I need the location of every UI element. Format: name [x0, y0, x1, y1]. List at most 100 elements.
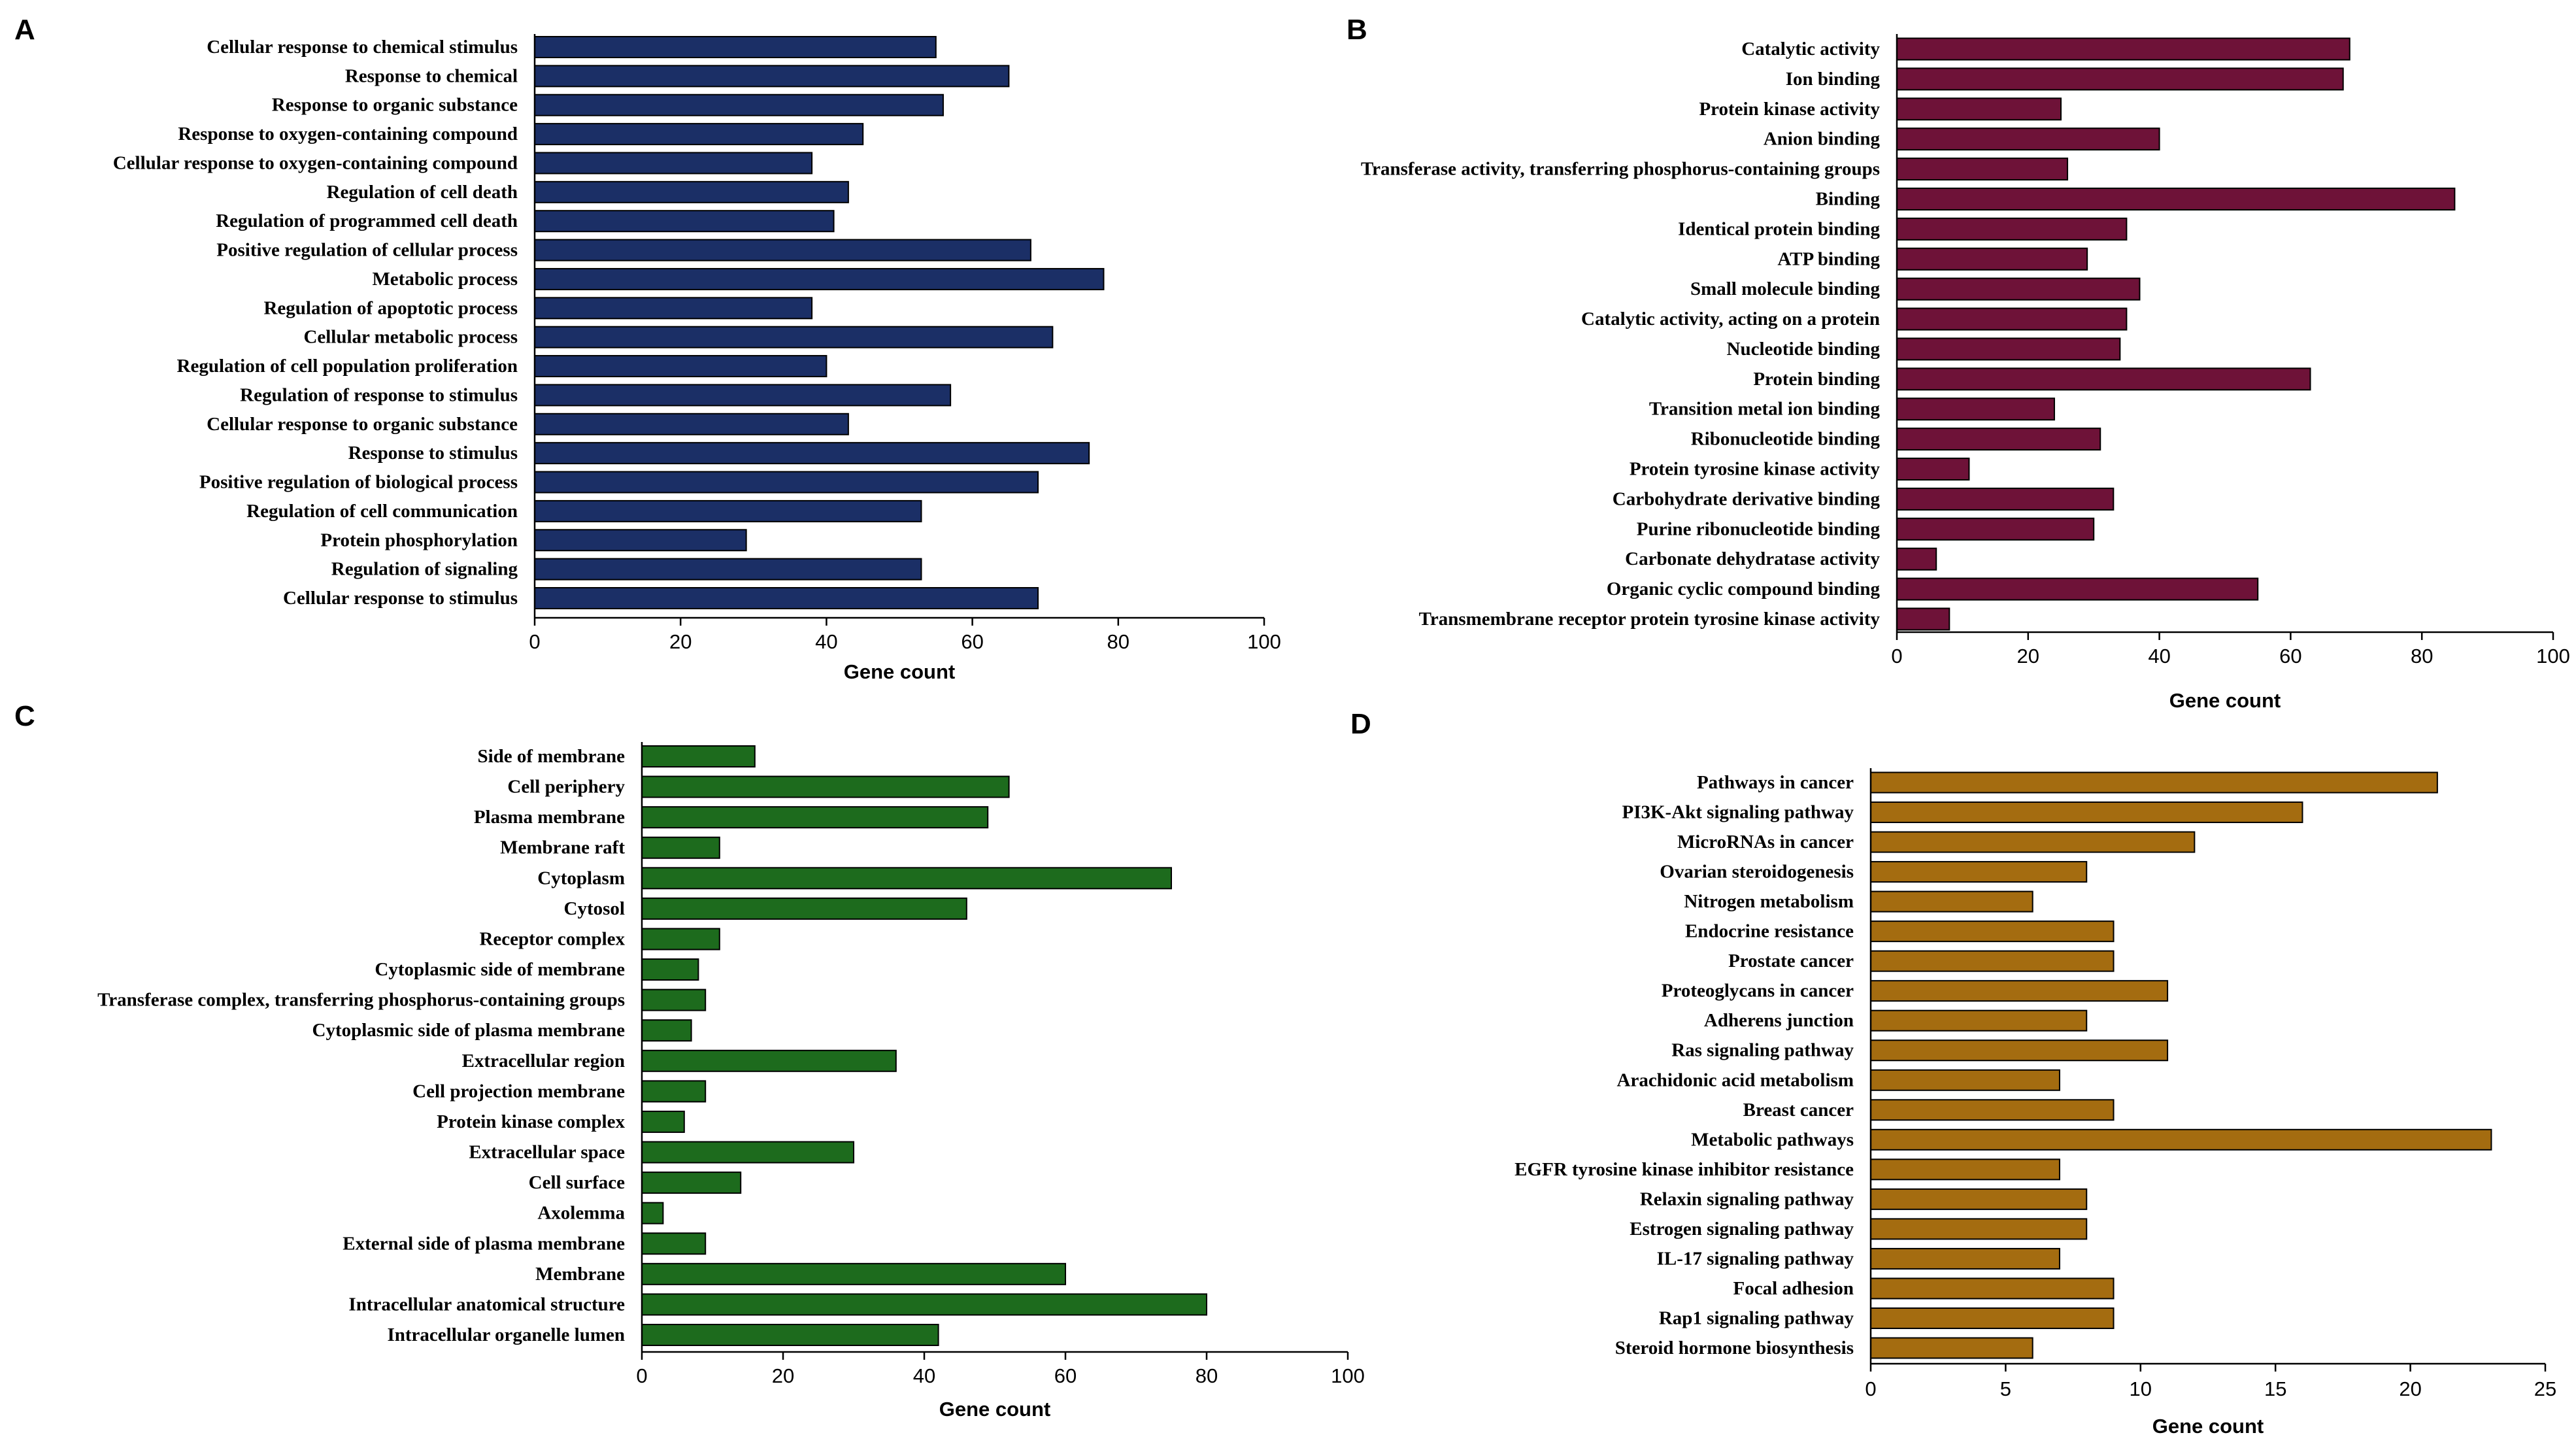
panel-a-bar-response-to-oxygen-containing-compound — [534, 123, 864, 146]
panel-c-x-tick-label: 0 — [636, 1364, 647, 1387]
panel-a-bar-regulation-of-cell-death — [534, 180, 849, 203]
panel-a-category-label: Positive regulation of cellular process — [216, 240, 518, 261]
panel-c-category-label: Intracellular anatomical structure — [348, 1294, 625, 1315]
panel-d-x-tick-label: 5 — [2000, 1377, 2011, 1400]
panel-c-bar-cytoplasm — [641, 867, 1172, 890]
panel-b-x-tick-label: 0 — [1891, 645, 1902, 667]
panel-c-bar-axolemma — [641, 1202, 664, 1224]
panel-b-category-label: Protein binding — [1753, 369, 1880, 390]
panel-d-bar-relaxin-signaling-pathway — [1870, 1188, 2088, 1210]
panel-c-category-label: Cell projection membrane — [412, 1081, 625, 1102]
panel-b-bar-identical-protein-binding — [1896, 217, 2128, 241]
panel-c-category-label: Membrane — [535, 1264, 625, 1285]
panel-d-bar-proteoglycans-in-cancer — [1870, 980, 2169, 1002]
panel-b-category-label: Organic cyclic compound binding — [1607, 579, 1881, 599]
panel-a-x-tick-label: 100 — [1247, 630, 1281, 653]
panel-d-bar-nitrogen-metabolism — [1870, 890, 2033, 913]
panel-c-bar-cell-projection-membrane — [641, 1080, 707, 1103]
panel-a-x-tick-label: 20 — [669, 630, 692, 653]
panel-d-category-label: Breast cancer — [1743, 1100, 1854, 1121]
panel-d-bar-breast-cancer — [1870, 1099, 2115, 1121]
panel-b-category-label: Ion binding — [1786, 69, 1881, 90]
panel-b-bar-carbohydrate-derivative-binding — [1896, 487, 2115, 511]
panel-a-bar-regulation-of-cell-population-proliferation — [534, 355, 828, 378]
panel-c-category-label: Cytoplasm — [537, 868, 625, 888]
panel-c-x-tick-label: 60 — [1054, 1364, 1077, 1387]
panel-d-bar-ras-signaling-pathway — [1870, 1039, 2169, 1062]
panel-a-bar-regulation-of-cell-communication — [534, 499, 922, 522]
panel-b-bar-protein-binding — [1896, 367, 2311, 391]
panel-a-x-tick-label: 60 — [961, 630, 983, 653]
panel-d-bar-adherens-junction — [1870, 1009, 2088, 1032]
panel-d-category-label: Estrogen signaling pathway — [1630, 1219, 1854, 1239]
panel-a-letter: A — [14, 14, 35, 46]
panel-a-category-label: Cellular response to stimulus — [283, 588, 518, 609]
panel-b-x-tick-label: 60 — [2279, 645, 2301, 667]
panel-c-category-label: Cytoplasmic side of plasma membrane — [312, 1020, 626, 1041]
panel-a-x-tick-label: 40 — [815, 630, 837, 653]
panel-a-category-label: Cellular metabolic process — [303, 327, 518, 348]
panel-c-bar-transferase-complex-transferring-phosphorus-containing-groups — [641, 988, 707, 1011]
panel-b-category-label: Carbonate dehydratase activity — [1625, 548, 1880, 569]
panel-d-letter: D — [1350, 708, 1371, 740]
panel-a-x-tick-label: 80 — [1107, 630, 1129, 653]
panel-b-category-label: Protein kinase activity — [1699, 99, 1880, 120]
panel-a-category-label: Protein phosphorylation — [320, 530, 518, 550]
panel-b-category-label: Ribonucleotide binding — [1691, 429, 1881, 450]
panel-a-category-label: Cellular response to oxygen-containing c… — [113, 152, 518, 173]
panel-a-category-label: Regulation of signaling — [331, 559, 518, 580]
panel-b-x-tick-label: 40 — [2148, 645, 2170, 667]
panel-c-bar-cytosol — [641, 897, 967, 920]
panel-a-bar-metabolic-process — [534, 267, 1105, 290]
panel-d-category-label: Rap1 signaling pathway — [1659, 1307, 1854, 1328]
panel-c-category-label: Cell surface — [529, 1172, 625, 1193]
panel-b-category-label: Protein tyrosine kinase activity — [1630, 459, 1881, 480]
panel-d-bar-endocrine-resistance — [1870, 920, 2115, 943]
panel-a-bar-regulation-of-signaling — [534, 558, 922, 581]
panel-d-x-tick-label: 20 — [2399, 1377, 2421, 1400]
panel-b-category-label: ATP binding — [1777, 248, 1880, 269]
panel-c-bar-membrane-raft — [641, 836, 720, 859]
panel-c-category-label: Plasma membrane — [474, 807, 625, 828]
panel-b-bar-transmembrane-receptor-protein-tyrosine-kinase-activity — [1896, 607, 1950, 631]
panel-b-bar-nucleotide-binding — [1896, 337, 2121, 361]
panel-c-category-label: Cytoplasmic side of membrane — [375, 959, 625, 980]
panel-d-category-label: Steroid hormone biosynthesis — [1615, 1338, 1854, 1358]
panel-b-letter: B — [1347, 14, 1367, 46]
panel-c-category-label: Membrane raft — [500, 837, 625, 858]
panel-b-bar-small-molecule-binding — [1896, 277, 2141, 301]
panel-a-bar-response-to-organic-substance — [534, 93, 944, 116]
panel-b-bar-transition-metal-ion-binding — [1896, 397, 2055, 421]
panel-d-category-label: Endocrine resistance — [1685, 921, 1854, 942]
panel-b-bar-organic-cyclic-compound-binding — [1896, 577, 2259, 601]
panel-d-x-tick-label: 10 — [2130, 1377, 2152, 1400]
panel-c-go-cellular-component: C Side of membrane Cell periphery Plasma me… — [14, 700, 1365, 1421]
panel-d-category-label: PI3K-Akt signaling pathway — [1622, 802, 1854, 823]
panel-b-bar-carbonate-dehydratase-activity — [1896, 547, 1937, 571]
panel-c-x-tick-label: 20 — [772, 1364, 794, 1387]
panel-b-bar-ribonucleotide-binding — [1896, 428, 2101, 451]
panel-a-category-label: Regulation of programmed cell death — [216, 211, 518, 231]
panel-a-x-tick-label: 0 — [529, 630, 540, 653]
panel-d-category-label: Metabolic pathways — [1691, 1129, 1854, 1150]
panel-a-category-label: Regulation of cell death — [327, 182, 518, 203]
panel-c-x-tick-label: 80 — [1196, 1364, 1218, 1387]
panel-b-bar-catalytic-activity — [1896, 37, 2350, 61]
panel-c-x-tick-label: 40 — [913, 1364, 935, 1387]
panel-a-category-label: Response to stimulus — [348, 443, 518, 464]
panel-d-category-label: MicroRNAs in cancer — [1677, 832, 1854, 852]
panel-d-bar-arachidonic-acid-metabolism — [1870, 1069, 2060, 1091]
panel-d-category-label: Adherens junction — [1704, 1010, 1854, 1031]
panel-c-bar-cytoplasmic-side-of-plasma-membrane — [641, 1019, 692, 1042]
panel-d-category-label: Nitrogen metabolism — [1684, 891, 1854, 912]
panel-c-category-label: Intracellular organelle lumen — [387, 1324, 625, 1345]
panel-c-bar-side-of-membrane — [641, 745, 756, 767]
panel-d-bar-metabolic-pathways — [1870, 1128, 2492, 1151]
panel-b-bar-ion-binding — [1896, 67, 2344, 91]
panel-a-bar-cellular-metabolic-process — [534, 326, 1054, 348]
panel-b-x-tick-label: 80 — [2411, 645, 2433, 667]
panel-d-category-label: IL-17 signaling pathway — [1657, 1248, 1854, 1269]
panel-a-bar-positive-regulation-of-biological-process — [534, 471, 1039, 494]
panel-a-bar-response-to-stimulus — [534, 442, 1090, 465]
panel-d-category-label: EGFR tyrosine kinase inhibitor resistanc… — [1514, 1159, 1854, 1180]
